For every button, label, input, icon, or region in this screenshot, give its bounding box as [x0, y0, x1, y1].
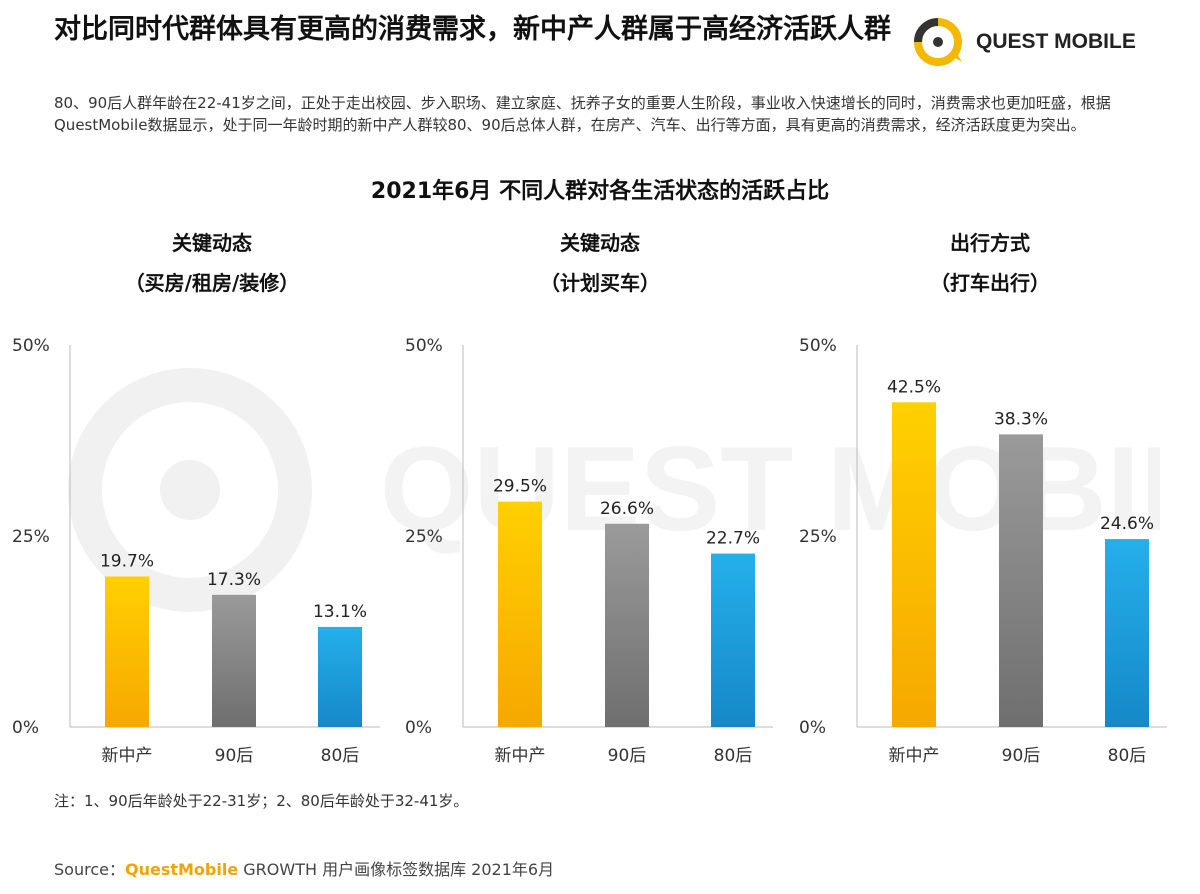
- source-brand: QuestMobile: [124, 860, 239, 879]
- data-label: 38.3%: [994, 409, 1048, 429]
- x-tick-label: 90后: [215, 746, 254, 766]
- panel-title-line1: 关键动态: [560, 231, 640, 255]
- data-label: 17.3%: [207, 570, 261, 590]
- logo-text: QUEST MOBILE: [976, 30, 1136, 53]
- data-label: 19.7%: [100, 551, 154, 571]
- x-tick-label: 新中产: [495, 746, 546, 766]
- y-tick-label: 0%: [799, 718, 826, 738]
- y-tick-label: 50%: [405, 336, 443, 356]
- x-tick-label: 90后: [608, 746, 647, 766]
- x-tick-label: 新中产: [889, 746, 940, 766]
- x-tick-label: 80后: [1108, 746, 1147, 766]
- brand-logo: QUEST MOBILE: [908, 12, 1158, 72]
- chart-title: 2021年6月 不同人群对各生活状态的活跃占比: [370, 179, 830, 204]
- footnote: 注：1、90后年龄处于22-31岁；2、80后年龄处于32-41岁。: [54, 792, 469, 810]
- bar: [105, 576, 149, 727]
- source-line: Source：QuestMobile GROWTH 用户画像标签数据库 2021…: [54, 856, 554, 880]
- panel-title-line1: 出行方式: [950, 231, 1030, 255]
- y-tick-label: 25%: [799, 527, 837, 547]
- panel-title-line2: （计划买车）: [540, 271, 660, 295]
- page-headline: 对比同时代群体具有更高的消费需求，新中产人群属于高经济活跃人群: [54, 14, 891, 45]
- y-tick-label: 50%: [12, 336, 50, 356]
- bar: [498, 501, 542, 727]
- description-text: 80、90后人群年龄在22-41岁之间，正处于走出校园、步入职场、建立家庭、抚养…: [54, 94, 1111, 134]
- bar: [605, 523, 649, 727]
- data-label: 24.6%: [1100, 514, 1154, 534]
- data-label: 29.5%: [493, 477, 547, 497]
- x-tick-label: 新中产: [102, 746, 153, 766]
- bar: [892, 402, 936, 727]
- source-rest: GROWTH 用户画像标签数据库 2021年6月: [238, 860, 555, 879]
- panel-title-line2: （买房/租房/装修）: [125, 271, 300, 295]
- source-prefix: Source：: [54, 860, 125, 879]
- bar: [999, 434, 1043, 727]
- bar: [711, 553, 755, 727]
- panel-title-line2: （打车出行）: [930, 271, 1050, 295]
- quest-mobile-logo-icon: [914, 18, 962, 66]
- y-tick-label: 0%: [405, 718, 432, 738]
- y-tick-label: 25%: [12, 527, 50, 547]
- bar: [212, 594, 256, 727]
- panel-title-line1: 关键动态: [172, 231, 252, 255]
- bar: [318, 626, 362, 727]
- data-label: 26.6%: [600, 499, 654, 519]
- data-label: 13.1%: [313, 602, 367, 622]
- x-tick-label: 80后: [714, 746, 753, 766]
- x-tick-label: 80后: [321, 746, 360, 766]
- y-tick-label: 25%: [405, 527, 443, 547]
- y-tick-label: 0%: [12, 718, 39, 738]
- x-tick-label: 90后: [1002, 746, 1041, 766]
- bar: [1105, 539, 1149, 727]
- y-tick-label: 50%: [799, 336, 837, 356]
- data-label: 22.7%: [706, 529, 760, 549]
- data-label: 42.5%: [887, 377, 941, 397]
